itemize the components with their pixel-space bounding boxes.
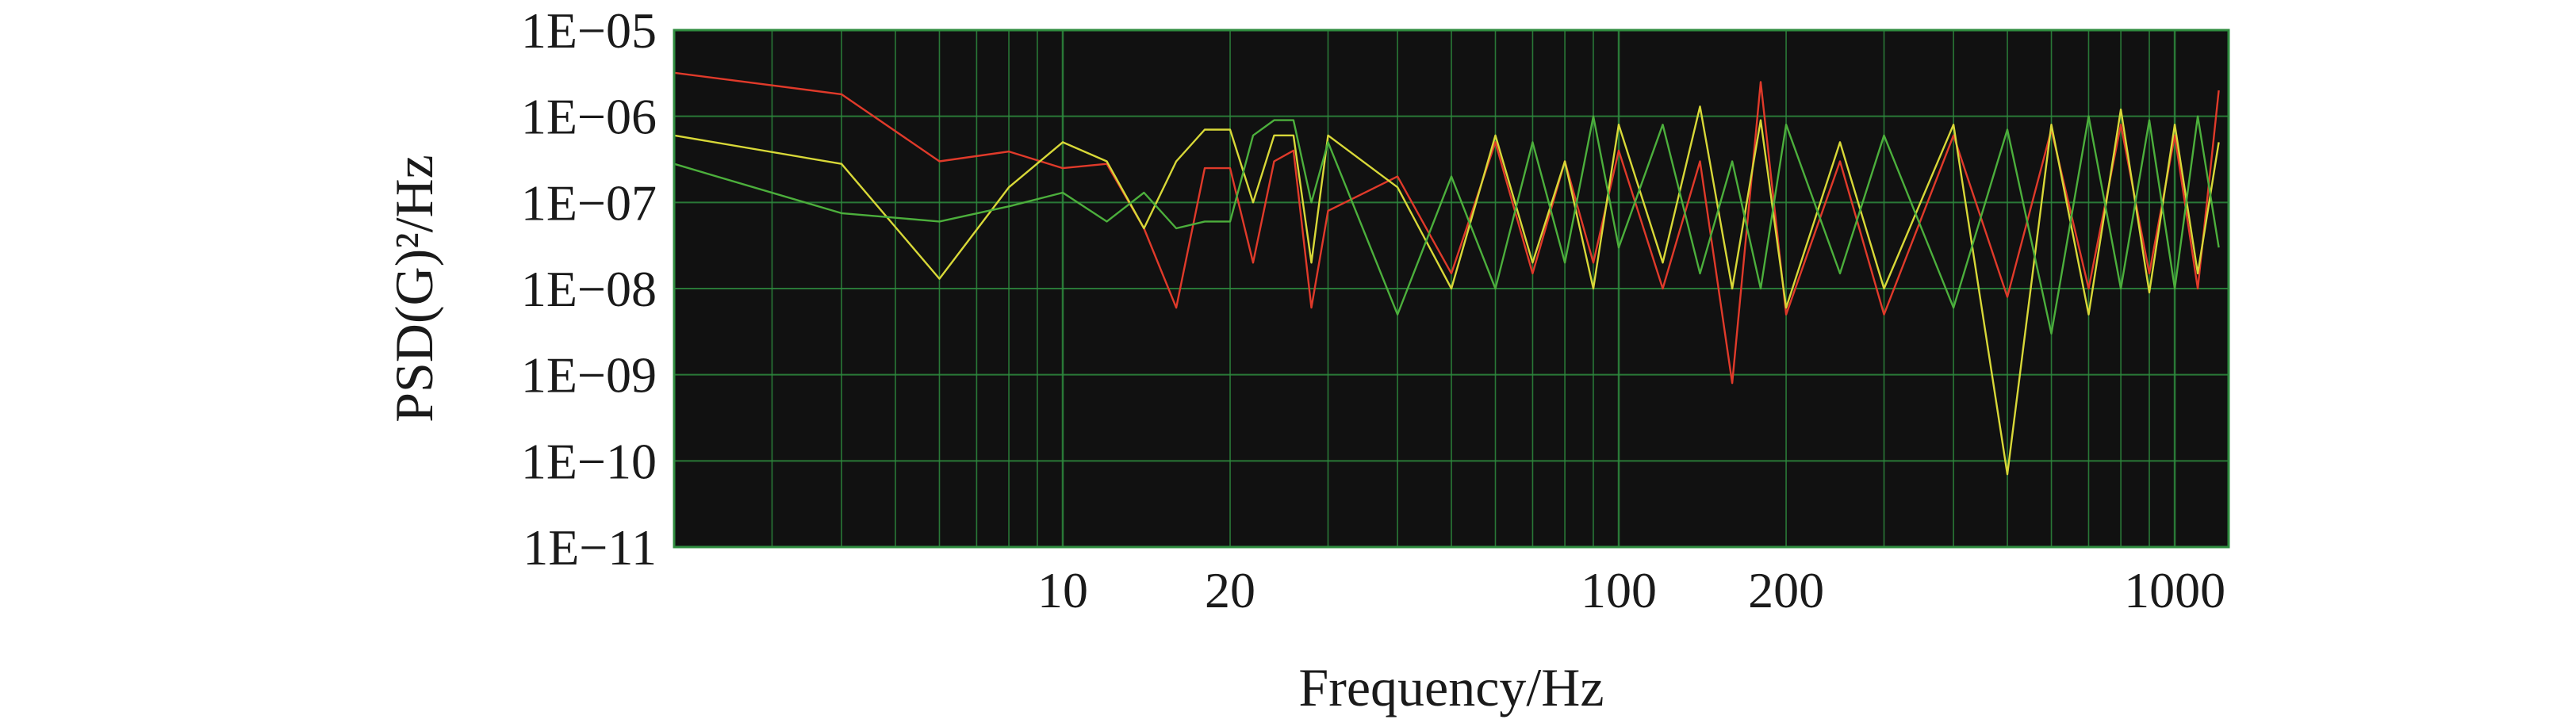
y-tick-label: 1E−11 [523,519,657,576]
series-line-3 [673,115,2220,335]
x-tick-label: 20 [1205,562,1255,618]
x-tick-label: 1000 [2124,562,2225,618]
x-tick-label: 200 [1748,562,1824,618]
y-axis-title: PSD(G)²/Hz [384,155,444,423]
series-layer [673,71,2220,476]
y-tick-label: 1E−07 [521,174,657,231]
x-tick-label: 10 [1037,562,1088,618]
x-tick-label: 100 [1581,562,1657,618]
x-axis-title: Frequency/Hz [1298,657,1604,717]
y-tick-label: 1E−10 [521,433,657,489]
y-tick-label: 1E−06 [521,89,657,145]
y-tick-labels: 1E−05 1E−06 1E−07 1E−08 1E−09 1E−10 1E−11 [521,2,657,576]
x-tick-labels: 10 20 100 200 1000 [1037,562,2225,618]
series-line-1 [673,71,2220,385]
grid-lines [674,29,2229,548]
series-line-2 [673,105,2220,476]
y-tick-label: 1E−08 [521,261,657,317]
y-tick-label: 1E−09 [521,347,657,404]
y-tick-label: 1E−05 [521,2,657,59]
plot-area-border [673,29,2230,549]
